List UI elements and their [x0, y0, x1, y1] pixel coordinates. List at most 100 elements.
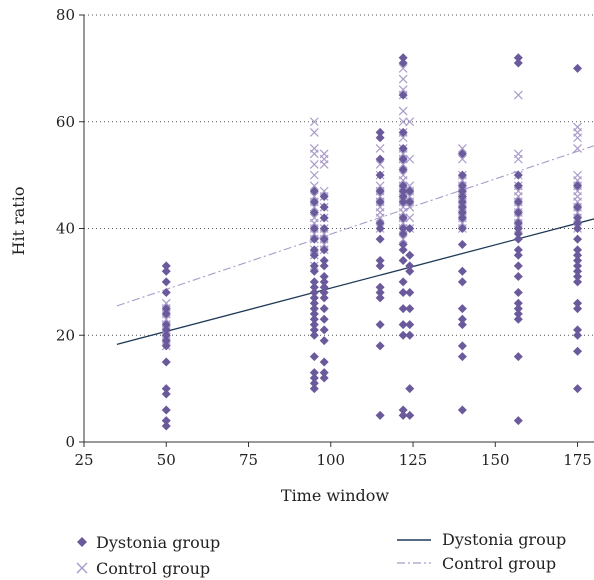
dystonia-point-68: [375, 218, 385, 228]
dystonia-point-43: [319, 202, 329, 212]
legend: Dystonia group Control group Dystonia gr…: [76, 530, 566, 578]
dystonia-point-63: [375, 133, 385, 143]
dystonia-point-21: [309, 234, 319, 244]
trendline-control: [116, 145, 594, 307]
dystonia-point-55: [319, 304, 329, 314]
dystonia-point-74: [375, 288, 385, 298]
dystonia-point-162: [573, 245, 583, 255]
dystonia-point-50: [319, 272, 329, 282]
dystonia-point-3: [161, 288, 171, 298]
control-point-stroke-b: [309, 160, 319, 169]
dystonia-point-115: [457, 149, 467, 159]
control-point-stroke-b: [457, 144, 467, 153]
control-point-10: [309, 128, 319, 137]
dystonia-point-6: [161, 320, 171, 330]
dystonia-point-135: [513, 58, 523, 68]
dystonia-point-170: [573, 304, 583, 314]
control-point-12: [309, 149, 319, 159]
control-point-81: [405, 213, 415, 223]
dystonia-point-31: [309, 304, 319, 314]
dystonia-point-14: [161, 405, 171, 415]
dystonia-point-62: [375, 127, 385, 137]
control-point-51: [398, 74, 408, 84]
dystonia-point-17: [309, 186, 319, 196]
dystonia-point-90: [398, 213, 408, 223]
dystonia-point-81: [398, 90, 408, 100]
dystonia-point-42: [319, 191, 329, 201]
x-tick-label-75: 75: [239, 451, 258, 469]
control-point-29: [319, 160, 329, 169]
dystonia-point-69: [375, 224, 385, 233]
dystonia-point-151: [513, 309, 523, 319]
axes: [79, 14, 594, 447]
dystonia-point-168: [573, 277, 583, 287]
dystonia-point-167: [573, 272, 583, 282]
dystonia-point-169: [573, 298, 583, 308]
x-tick-label-175: 175: [563, 451, 592, 469]
control-point-111: [573, 133, 582, 143]
dystonia-point-114: [405, 410, 415, 420]
dystonia-point-136: [513, 170, 523, 180]
dystonia-point-15: [161, 416, 171, 426]
dystonia-point-159: [573, 218, 583, 228]
dystonia-point-1: [161, 266, 171, 276]
dystonia-point-8: [161, 330, 171, 340]
dystonia-point-131: [457, 341, 467, 351]
control-point-stroke-b: [405, 117, 415, 127]
dystonia-point-77: [375, 341, 385, 351]
control-point-83: [457, 144, 467, 153]
control-point-39: [375, 144, 385, 153]
dystonia-point-10: [161, 341, 171, 351]
trendlines: [116, 145, 594, 345]
dystonia-point-29: [309, 293, 319, 303]
dystonia-point-28: [309, 288, 319, 298]
dystonia-point-98: [398, 304, 408, 314]
control-point-stroke-b: [375, 144, 385, 153]
dystonia-point-12: [161, 384, 171, 394]
dystonia-point-118: [457, 186, 467, 196]
control-point-48: [375, 213, 385, 223]
control-point-14: [309, 170, 319, 180]
control-point-stroke-b: [405, 213, 415, 223]
dystonia-point-70: [375, 234, 385, 244]
y-tick-label-0: 0: [65, 433, 75, 451]
dystonia-point-72: [375, 261, 385, 271]
control-point-55: [398, 117, 408, 127]
dystonia-point-165: [573, 261, 583, 271]
dystonia-point-64: [375, 154, 385, 164]
control-point-stroke-b: [573, 133, 582, 143]
control-point-80: [405, 202, 415, 212]
legend-diamond-marker: [77, 537, 87, 547]
dystonia-point-95: [398, 256, 408, 266]
y-tick-label-40: 40: [56, 220, 75, 238]
dystonia-point-25: [309, 266, 319, 276]
dystonia-point-32: [309, 309, 319, 319]
control-point-stroke-b: [309, 202, 319, 212]
dystonia-point-109: [405, 288, 415, 298]
dystonia-point-112: [405, 330, 415, 340]
legend-label-control-line: Control group: [442, 554, 556, 573]
dystonia-point-111: [405, 320, 415, 330]
control-point-stroke-b: [457, 154, 467, 164]
dystonia-point-150: [513, 304, 523, 314]
dystonia-point-134: [513, 53, 523, 63]
dystonia-point-171: [573, 325, 583, 335]
dystonia-point-18: [309, 197, 319, 207]
control-point-13: [309, 160, 319, 169]
dystonia-point-53: [319, 288, 329, 298]
x-tick-label-100: 100: [316, 451, 345, 469]
dystonia-point-153: [513, 352, 523, 362]
dystonia-point-2: [161, 277, 171, 287]
dystonia-point-101: [398, 405, 408, 415]
dystonia-point-51: [319, 277, 329, 287]
dystonia-point-19: [309, 207, 319, 217]
dystonia-point-46: [319, 234, 329, 244]
dystonia-point-152: [513, 314, 523, 324]
dystonia-point-110: [405, 304, 415, 314]
control-point-stroke-b: [405, 154, 415, 164]
dystonia-point-163: [573, 250, 583, 260]
dystonia-point-79: [398, 53, 408, 63]
y-tick-labels: 0 20 40 60 80: [56, 6, 75, 451]
dystonia-point-174: [573, 384, 583, 394]
dystonia-point-24: [309, 261, 319, 271]
